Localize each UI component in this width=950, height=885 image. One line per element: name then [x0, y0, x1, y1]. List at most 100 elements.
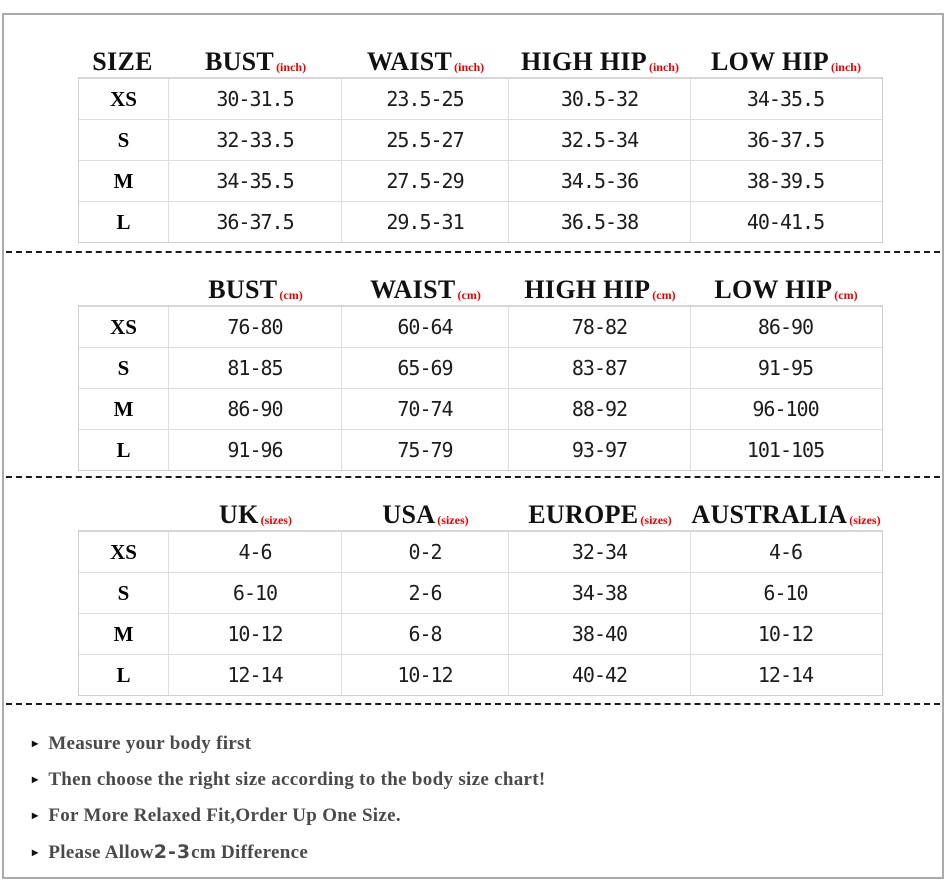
- column-header-uk: UK (sizes): [169, 484, 342, 530]
- value-cell: 32.5-34: [509, 120, 691, 160]
- sizing-notes: ▸ Measure your body first ▸ Then choose …: [32, 733, 942, 877]
- value-cell: 34-35.5: [169, 161, 342, 201]
- column-header-usa: USA (sizes): [342, 484, 509, 530]
- note-line: ▸ Then choose the right size according t…: [32, 769, 942, 805]
- column-header-waist: WAIST (inch): [342, 31, 509, 77]
- note-text: Then choose the right size according to …: [48, 769, 546, 790]
- value-cell: 70-74: [342, 389, 509, 429]
- size-table-international: XS 4-6 0-2 32-34 4-6 S 6-10 2-6 34-38 6-…: [78, 530, 883, 696]
- value-cell: 12-14: [757, 663, 814, 687]
- table-row: S 81-85 65-69 83-87 91-95: [79, 348, 882, 389]
- value-cell: 86-90: [169, 389, 342, 429]
- column-header-unit: (inch): [276, 60, 307, 74]
- note-text: cm Difference: [191, 842, 309, 863]
- size-label-cell: S: [79, 120, 169, 160]
- column-header-unit: (inch): [648, 60, 679, 74]
- table-row: M 34-35.5 27.5-29 34.5-36 38-39.5: [79, 161, 882, 202]
- value-cell: 30-31.5: [169, 79, 342, 119]
- column-header-label: LOW HIP: [711, 47, 829, 76]
- value-cell: 96-100: [752, 397, 819, 421]
- table-row: XS 76-80 60-64 78-82 86-90: [79, 307, 882, 348]
- column-header-label: WAIST: [370, 275, 456, 304]
- column-header-unit: (sizes): [260, 513, 292, 527]
- column-header-empty: [78, 259, 169, 305]
- column-header-unit: (cm): [834, 288, 858, 302]
- column-header-label: LOW HIP: [714, 275, 833, 304]
- value-cell: 29.5-31: [342, 202, 509, 242]
- table-row: XS 30-31.5 23.5-25 30.5-32 34-35.5: [79, 79, 882, 120]
- value-cell: 76-80: [169, 307, 342, 347]
- column-header-bust: BUST (inch): [169, 31, 342, 77]
- value-cell: 10-12: [169, 614, 342, 654]
- column-header-label: HIGH HIP: [521, 47, 647, 76]
- size-label-cell: M: [79, 161, 169, 201]
- value-cell: 93-97: [509, 430, 691, 470]
- size-label-cell: S: [79, 573, 169, 613]
- note-line: ▸ Measure your body first: [32, 733, 942, 769]
- value-cell: 10-12: [757, 622, 814, 646]
- dashed-divider: [4, 476, 942, 478]
- note-line: ▸ Please Allow 2-3 cm Difference: [32, 841, 942, 877]
- column-header-label: SIZE: [92, 47, 153, 76]
- value-cell: 32-33.5: [169, 120, 342, 160]
- value-cell: 34-38: [509, 573, 691, 613]
- column-header-label: HIGH HIP: [524, 275, 651, 304]
- size-label-cell: XS: [79, 79, 169, 119]
- column-header-unit: (inch): [454, 60, 485, 74]
- value-cell: 81-85: [169, 348, 342, 388]
- column-header-label: EUROPE: [528, 500, 639, 529]
- size-label-cell: L: [79, 202, 169, 242]
- column-header-size: SIZE: [78, 31, 169, 77]
- column-header-low-hip: LOW HIP (inch): [691, 31, 881, 77]
- table-row: L 12-14 10-12 40-42 12-14: [79, 655, 882, 695]
- table-row: L 91-96 75-79 93-97 101-105: [79, 430, 882, 470]
- note-text: Please Allow: [48, 842, 154, 863]
- table-row: L 36-37.5 29.5-31 36.5-38 40-41.5: [79, 202, 882, 242]
- table-row: S 32-33.5 25.5-27 32.5-34 36-37.5: [79, 120, 882, 161]
- value-cell: 65-69: [342, 348, 509, 388]
- value-cell: 2-6: [342, 573, 509, 613]
- column-header-waist: WAIST (cm): [342, 259, 509, 305]
- value-cell: 4-6: [169, 532, 342, 572]
- column-header-unit: (inch): [830, 60, 861, 74]
- triangle-bullet-icon: ▸: [32, 772, 39, 786]
- value-cell: 86-90: [757, 315, 814, 339]
- column-header-high-hip: HIGH HIP (inch): [509, 31, 691, 77]
- table-row: XS 4-6 0-2 32-34 4-6: [79, 532, 882, 573]
- size-label-cell: S: [79, 348, 169, 388]
- value-cell: 40-42: [509, 655, 691, 695]
- value-cell: 78-82: [509, 307, 691, 347]
- value-cell: 91-96: [169, 430, 342, 470]
- column-header-unit: (cm): [279, 288, 303, 302]
- note-text: Measure your body first: [48, 733, 252, 754]
- value-cell: 27.5-29: [342, 161, 509, 201]
- intl-table-header-row: UK (sizes) USA (sizes) EUROPE (sizes) AUSTR…: [78, 478, 881, 530]
- column-header-label: AUSTRALIA: [691, 500, 848, 529]
- value-cell: 12-14: [169, 655, 342, 695]
- size-label-cell: L: [79, 655, 169, 695]
- value-cell: 34.5-36: [509, 161, 691, 201]
- column-header-unit: (sizes): [437, 513, 469, 527]
- column-header-unit: (cm): [652, 288, 676, 302]
- size-table-inches: XS 30-31.5 23.5-25 30.5-32 34-35.5 S 32-…: [78, 77, 883, 243]
- triangle-bullet-icon: ▸: [32, 736, 39, 750]
- column-header-label: USA: [382, 500, 436, 529]
- column-header-bust: BUST (cm): [169, 259, 342, 305]
- value-cell: 83-87: [509, 348, 691, 388]
- value-cell: 36-37.5: [169, 202, 342, 242]
- value-cell: 23.5-25: [342, 79, 509, 119]
- column-header-empty: [78, 484, 169, 530]
- size-chart-panel: SIZE BUST (inch) WAIST (inch) HIGH HIP (inc…: [2, 13, 944, 879]
- value-cell: 36.5-38: [509, 202, 691, 242]
- column-header-unit: (cm): [457, 288, 481, 302]
- value-cell: 6-10: [763, 581, 808, 605]
- value-cell: 101-105: [746, 438, 825, 462]
- size-label-cell: XS: [79, 307, 169, 347]
- dashed-divider: [4, 251, 942, 253]
- value-cell: 34-35.5: [746, 87, 825, 111]
- value-cell: 75-79: [342, 430, 509, 470]
- value-cell: 60-64: [342, 307, 509, 347]
- value-cell: 6-8: [342, 614, 509, 654]
- column-header-europe: EUROPE (sizes): [509, 484, 691, 530]
- cm-table-header-row: BUST (cm) WAIST (cm) HIGH HIP (cm) LOW HIP(…: [78, 253, 881, 305]
